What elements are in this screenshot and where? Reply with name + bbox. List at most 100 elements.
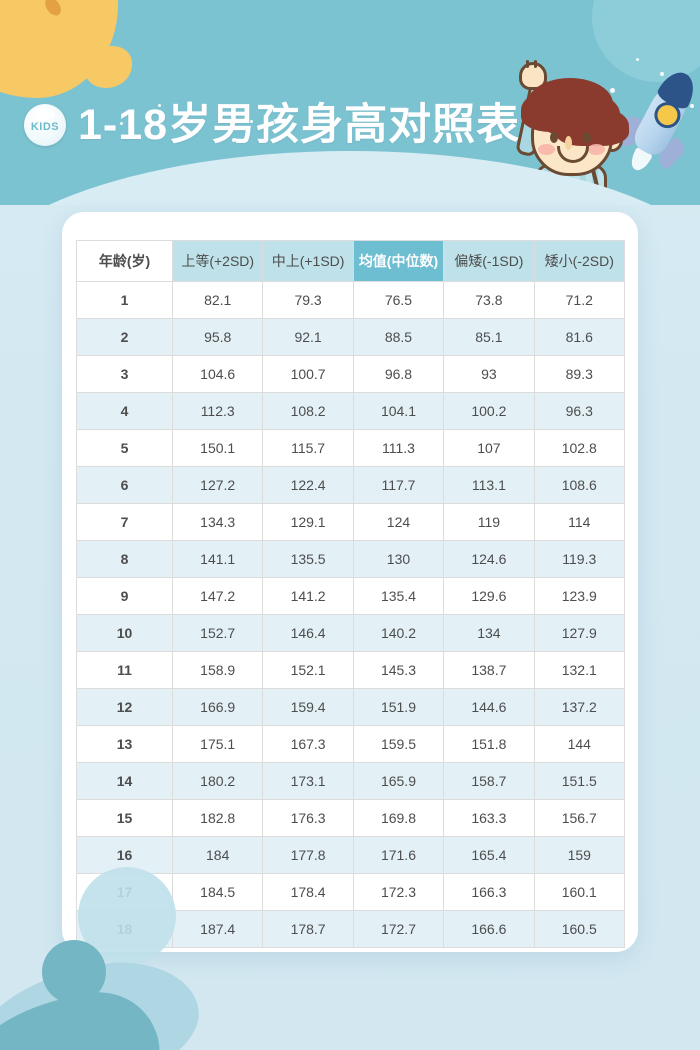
star-icon xyxy=(120,122,123,125)
table-row[interactable]: 11 158.9 152.1 145.3 138.7 132.1 xyxy=(76,651,625,689)
table-cell-age: 13 xyxy=(76,725,173,763)
table-row[interactable]: 7 134.3 129.1 124 119 114 xyxy=(76,503,625,541)
table-cell-m2sd: 160.5 xyxy=(533,910,625,948)
table-cell-age: 1 xyxy=(76,281,173,319)
table-cell-m1sd: 144.6 xyxy=(443,688,535,726)
table-header-row: 年龄(岁) 上等(+2SD) 中上(+1SD) 均值(中位数) 偏矮(-1SD)… xyxy=(76,240,625,282)
table-row[interactable]: 1 82.1 79.3 76.5 73.8 71.2 xyxy=(76,281,625,319)
table-cell-p1sd: 159.4 xyxy=(262,688,354,726)
table-row[interactable]: 18 187.4 178.7 172.7 166.6 160.5 xyxy=(76,910,625,948)
table-cell-m2sd: 96.3 xyxy=(533,392,625,430)
boy-cheek-left xyxy=(538,144,555,155)
star-icon xyxy=(158,104,161,107)
table-cell-age: 10 xyxy=(76,614,173,652)
table-cell-age: 9 xyxy=(76,577,173,615)
table-cell-p2sd: 147.2 xyxy=(171,577,264,615)
table-cell-mean: 151.9 xyxy=(352,688,445,726)
table-row[interactable]: 15 182.8 176.3 169.8 163.3 156.7 xyxy=(76,799,625,837)
table-row[interactable]: 14 180.2 173.1 165.9 158.7 151.5 xyxy=(76,762,625,800)
kids-badge-label: KIDS xyxy=(30,121,60,133)
table-cell-m1sd: 119 xyxy=(443,503,535,541)
table-cell-p1sd: 135.5 xyxy=(262,540,354,578)
poster-header: KIDS 1-18岁男孩身高对照表 xyxy=(0,0,700,205)
column-header-m2sd[interactable]: 矮小(-2SD) xyxy=(533,240,625,282)
table-cell-age: 3 xyxy=(76,355,173,393)
table-cell-age: 14 xyxy=(76,762,173,800)
column-header-mean[interactable]: 均值(中位数) xyxy=(352,240,445,282)
table-cell-m2sd: 102.8 xyxy=(533,429,625,467)
table-cell-m1sd: 166.3 xyxy=(443,873,535,911)
table-row[interactable]: 2 95.8 92.1 88.5 85.1 81.6 xyxy=(76,318,625,356)
table-row[interactable]: 13 175.1 167.3 159.5 151.8 144 xyxy=(76,725,625,763)
table-cell-p1sd: 146.4 xyxy=(262,614,354,652)
table-cell-p2sd: 158.9 xyxy=(171,651,264,689)
table-cell-p2sd: 127.2 xyxy=(171,466,264,504)
table-cell-p1sd: 122.4 xyxy=(262,466,354,504)
table-cell-p2sd: 180.2 xyxy=(171,762,264,800)
table-row[interactable]: 12 166.9 159.4 151.9 144.6 137.2 xyxy=(76,688,625,726)
table-cell-age: 8 xyxy=(76,540,173,578)
table-cell-m2sd: 89.3 xyxy=(533,355,625,393)
table-row[interactable]: 17 184.5 178.4 172.3 166.3 160.1 xyxy=(76,873,625,911)
table-cell-p1sd: 129.1 xyxy=(262,503,354,541)
star-icon xyxy=(636,58,639,61)
table-cell-p2sd: 187.4 xyxy=(171,910,264,948)
table-cell-mean: 111.3 xyxy=(352,429,445,467)
column-header-p1sd[interactable]: 中上(+1SD) xyxy=(262,240,354,282)
table-cell-m2sd: 114 xyxy=(533,503,625,541)
table-cell-p2sd: 182.8 xyxy=(171,799,264,837)
table-cell-m2sd: 159 xyxy=(533,836,625,874)
table-cell-m1sd: 166.6 xyxy=(443,910,535,948)
table-cell-m2sd: 132.1 xyxy=(533,651,625,689)
table-cell-age: 5 xyxy=(76,429,173,467)
table-cell-p2sd: 141.1 xyxy=(171,540,264,578)
boy-eye-right xyxy=(583,132,591,143)
table-cell-m1sd: 163.3 xyxy=(443,799,535,837)
height-table: 年龄(岁) 上等(+2SD) 中上(+1SD) 均值(中位数) 偏矮(-1SD)… xyxy=(76,240,625,948)
table-cell-p1sd: 173.1 xyxy=(262,762,354,800)
column-header-p2sd[interactable]: 上等(+2SD) xyxy=(171,240,264,282)
table-cell-m1sd: 134 xyxy=(443,614,535,652)
table-cell-m1sd: 113.1 xyxy=(443,466,535,504)
star-icon xyxy=(232,138,236,142)
star-icon xyxy=(610,88,615,93)
table-cell-m2sd: 71.2 xyxy=(533,281,625,319)
table-cell-mean: 117.7 xyxy=(352,466,445,504)
table-cell-p2sd: 82.1 xyxy=(171,281,264,319)
table-cell-m1sd: 165.4 xyxy=(443,836,535,874)
table-cell-age: 18 xyxy=(76,910,173,948)
table-row[interactable]: 10 152.7 146.4 140.2 134 127.9 xyxy=(76,614,625,652)
table-cell-p2sd: 175.1 xyxy=(171,725,264,763)
table-cell-p2sd: 184 xyxy=(171,836,264,874)
table-cell-m1sd: 151.8 xyxy=(443,725,535,763)
table-row[interactable]: 16 184 177.8 171.6 165.4 159 xyxy=(76,836,625,874)
column-header-age[interactable]: 年龄(岁) xyxy=(76,240,173,282)
table-row[interactable]: 9 147.2 141.2 135.4 129.6 123.9 xyxy=(76,577,625,615)
table-cell-mean: 96.8 xyxy=(352,355,445,393)
table-row[interactable]: 4 112.3 108.2 104.1 100.2 96.3 xyxy=(76,392,625,430)
table-cell-m2sd: 160.1 xyxy=(533,873,625,911)
table-cell-m1sd: 85.1 xyxy=(443,318,535,356)
table-row[interactable]: 8 141.1 135.5 130 124.6 119.3 xyxy=(76,540,625,578)
boy-cheek-right xyxy=(588,144,605,155)
table-cell-mean: 124 xyxy=(352,503,445,541)
table-row[interactable]: 5 150.1 115.7 111.3 107 102.8 xyxy=(76,429,625,467)
table-cell-age: 11 xyxy=(76,651,173,689)
table-cell-mean: 135.4 xyxy=(352,577,445,615)
column-header-m1sd[interactable]: 偏矮(-1SD) xyxy=(443,240,535,282)
table-cell-p2sd: 112.3 xyxy=(171,392,264,430)
height-table-wrapper: 年龄(岁) 上等(+2SD) 中上(+1SD) 均值(中位数) 偏矮(-1SD)… xyxy=(76,240,625,948)
table-cell-m1sd: 129.6 xyxy=(443,577,535,615)
table-row[interactable]: 3 104.6 100.7 96.8 93 89.3 xyxy=(76,355,625,393)
table-cell-m2sd: 137.2 xyxy=(533,688,625,726)
table-cell-p2sd: 95.8 xyxy=(171,318,264,356)
table-cell-mean: 104.1 xyxy=(352,392,445,430)
table-cell-p1sd: 178.4 xyxy=(262,873,354,911)
table-cell-p2sd: 184.5 xyxy=(171,873,264,911)
table-cell-p1sd: 176.3 xyxy=(262,799,354,837)
table-row[interactable]: 6 127.2 122.4 117.7 113.1 108.6 xyxy=(76,466,625,504)
table-cell-age: 2 xyxy=(76,318,173,356)
table-cell-m2sd: 119.3 xyxy=(533,540,625,578)
table-cell-p1sd: 79.3 xyxy=(262,281,354,319)
boy-eye-left xyxy=(550,132,558,143)
